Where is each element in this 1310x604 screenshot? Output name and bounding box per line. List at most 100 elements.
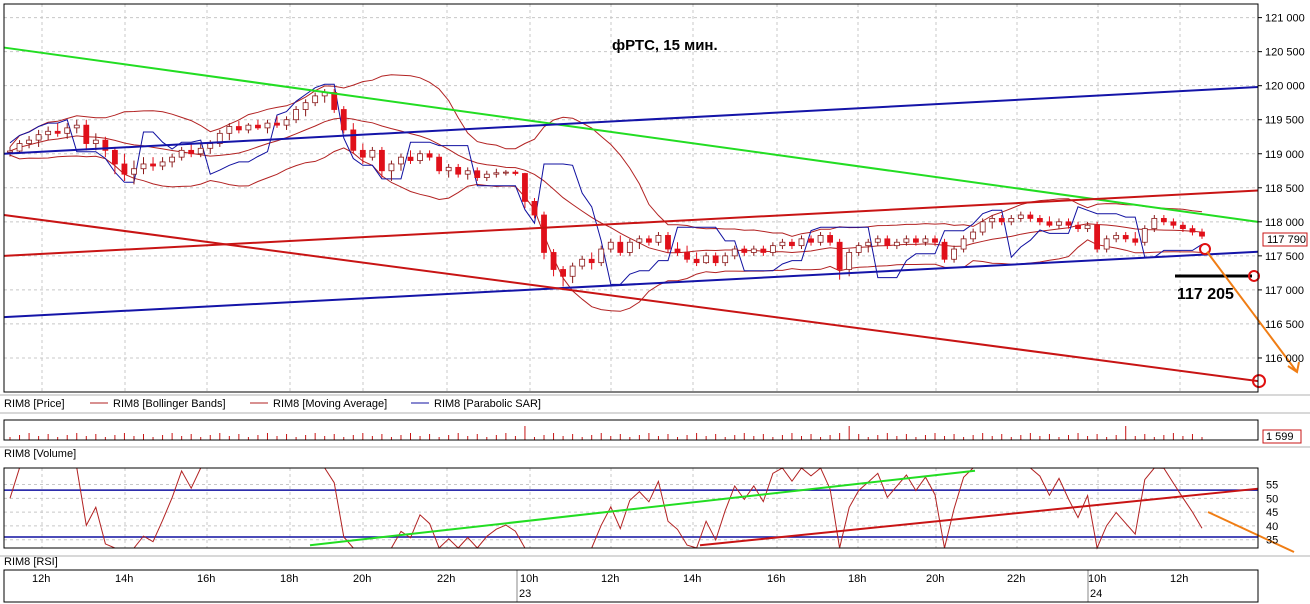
candle-body	[455, 166, 462, 175]
x-tick-label: 10h	[1088, 573, 1106, 585]
candle-body	[45, 130, 52, 136]
last-price-box	[1262, 232, 1308, 247]
candle-body	[1046, 221, 1053, 226]
candle-body	[331, 92, 338, 110]
rsi-tick-label: 45	[1266, 507, 1278, 519]
axis-labels: 12h 14h 16h 18h 20h 22h 10h 12h 14h 16h 18h 20h 22h 1…	[32, 13, 1305, 600]
blue-upper-channel	[3, 86, 1259, 155]
candle-body	[941, 241, 948, 260]
candle-body	[1075, 224, 1081, 230]
last-price-label: 117 790	[1267, 234, 1306, 246]
x-tick-label: 12h	[32, 573, 50, 585]
candle-body	[493, 172, 500, 175]
candle-body	[817, 235, 824, 243]
candle-body	[789, 241, 795, 247]
red-upper-channel	[3, 189, 1259, 257]
candle-body	[340, 109, 347, 131]
rsi-green-trend	[309, 469, 976, 547]
candle-body	[235, 126, 242, 131]
x-tick-label: 12h	[601, 573, 619, 585]
x-axis-frame	[3, 569, 1259, 603]
candle-body	[512, 171, 519, 174]
candle-body	[388, 163, 395, 172]
candle-body	[1103, 238, 1110, 250]
candle-body	[684, 252, 690, 260]
candle-body	[83, 124, 90, 144]
x-tick-label: 18h	[848, 573, 866, 585]
x-tick-label: 18h	[280, 573, 298, 585]
candle-body	[188, 149, 195, 155]
candle-body	[1122, 235, 1129, 240]
candle-body	[92, 139, 99, 144]
candle-body	[245, 124, 252, 131]
candle-body	[255, 124, 261, 129]
candle-body	[893, 241, 900, 247]
candle-body	[655, 235, 662, 243]
candle-body	[102, 139, 109, 151]
candle-body	[150, 163, 156, 167]
candle-body	[264, 122, 271, 129]
candle-body	[693, 258, 700, 264]
candle-body	[169, 156, 176, 163]
price-tick-label: 118 500	[1265, 183, 1304, 195]
candle-body	[7, 150, 13, 153]
candle-body	[207, 143, 214, 149]
candle-body	[569, 265, 576, 277]
volume-panel-label: RIM8 [Volume]	[4, 448, 76, 460]
price-tick-label: 120 000	[1265, 81, 1305, 93]
candle-body	[226, 126, 233, 134]
legend: RIM8 [Price] RIM8 [Bollinger Bands] RIM8…	[4, 398, 541, 410]
candle-body	[588, 258, 595, 264]
x-tick-label: 16h	[767, 573, 785, 585]
candle-body	[464, 170, 471, 175]
candle-body	[1132, 238, 1139, 243]
candle-body	[293, 109, 299, 121]
candle-body	[407, 156, 414, 161]
x-tick-label: 20h	[926, 573, 944, 585]
red-lower-channel	[3, 214, 1259, 383]
candle-body	[1160, 218, 1167, 223]
bollinger-upper	[9, 74, 1203, 237]
candle-body	[1199, 231, 1205, 237]
forecast-arrow	[1206, 251, 1298, 373]
forecast-arrowhead	[1287, 361, 1300, 374]
candle-body	[159, 161, 166, 167]
x-tick-label: 22h	[1007, 573, 1025, 585]
candle-body	[951, 248, 957, 260]
candle-body	[665, 235, 671, 250]
volume-bars	[9, 426, 1203, 440]
panel-frames	[0, 3, 1310, 603]
candle-body	[1170, 221, 1177, 226]
candle-body	[35, 134, 42, 141]
bollinger-lower	[9, 147, 1203, 312]
candle-body	[865, 241, 872, 247]
candle-body	[531, 201, 538, 216]
candle-body	[626, 241, 633, 253]
candle-body	[1180, 224, 1186, 230]
candle-body	[970, 231, 977, 240]
rsi-grid	[4, 468, 1258, 548]
candle-body	[64, 127, 71, 134]
x-date-label: 24	[1090, 588, 1102, 600]
candle-body	[502, 171, 509, 174]
price-tick-label: 121 000	[1265, 13, 1305, 25]
candle-body	[197, 147, 204, 155]
candle-body	[741, 248, 748, 253]
candle-body	[808, 238, 814, 243]
candle-body	[522, 173, 528, 202]
candle-body	[1113, 235, 1120, 240]
candle-body	[26, 139, 32, 144]
rsi-lines	[9, 467, 1259, 550]
candle-body	[932, 238, 938, 243]
candle-body	[989, 218, 996, 223]
candle-body	[750, 248, 757, 253]
blue-lower-channel	[3, 250, 1259, 319]
candle-body	[1189, 228, 1196, 233]
candle-body	[1036, 218, 1043, 223]
candle-body	[674, 248, 681, 253]
candle-body	[379, 149, 385, 172]
candle-body	[560, 269, 566, 277]
candle-body	[874, 238, 881, 243]
candle-body	[474, 170, 481, 178]
candle-body	[445, 166, 452, 172]
